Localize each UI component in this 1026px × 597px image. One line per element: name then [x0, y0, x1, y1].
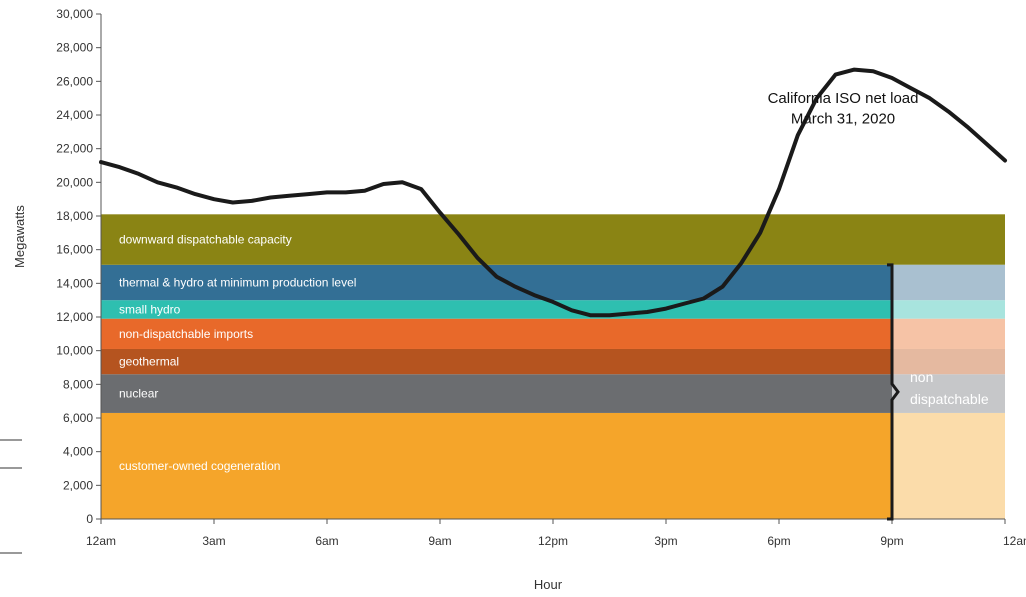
band-light-thermal-hydro-at-minimum-production-level [892, 264, 1005, 301]
y-tick-label: 10,000 [56, 344, 93, 358]
y-tick-label: 6,000 [63, 411, 93, 425]
x-tick-label: 6am [315, 534, 338, 548]
left-margin-marks [0, 439, 22, 554]
band-label-small-hydro: small hydro [119, 302, 181, 316]
band-label-thermal-hydro-at-minimum-production-level: thermal & hydro at minimum production le… [119, 275, 356, 289]
net-load-annotation-title: California ISO net load [768, 90, 919, 107]
y-tick-label: 14,000 [56, 276, 93, 290]
band-light-small-hydro [892, 300, 1005, 319]
band-light-customer-owned-cogeneration [892, 412, 1005, 519]
x-tick-label: 12pm [538, 534, 568, 548]
non-dispatchable-label-line-2: dispatchable [910, 391, 989, 407]
y-tick-label: 30,000 [56, 7, 93, 21]
band-nuclear [101, 374, 892, 413]
x-tick-label: 9am [428, 534, 451, 548]
band-small-hydro [101, 300, 892, 319]
non-dispatchable-bracket [887, 263, 900, 521]
x-tick-label: 12am [1003, 534, 1026, 548]
band-light-non-dispatchable-imports [892, 318, 1005, 349]
light-bands-layer [892, 264, 1005, 519]
band-light-geothermal [892, 348, 1005, 375]
band-labels-layer: customer-owned cogeneration nuclear geothe… [119, 233, 356, 473]
y-ticks-layer: 0 2,000 4,000 6,000 8,000 10,000 12,000 14,000 1… [56, 7, 101, 526]
x-axis-title: Hour [534, 577, 563, 592]
x-tick-label: 3am [202, 534, 225, 548]
y-axis-title: Megawatts [12, 205, 27, 268]
y-tick-label: 24,000 [56, 108, 93, 122]
y-tick-label: 12,000 [56, 310, 93, 324]
y-tick-label: 4,000 [63, 445, 93, 459]
y-tick-label: 20,000 [56, 175, 93, 189]
y-tick-label: 2,000 [63, 478, 93, 492]
non-dispatchable-label-line-1: non [910, 369, 933, 385]
net-load-annotation-date: March 31, 2020 [791, 110, 895, 127]
y-tick-label: 16,000 [56, 243, 93, 257]
band-label-downward-dispatchable-capacity: downward dispatchable capacity [119, 233, 292, 247]
y-tick-label: 0 [86, 512, 93, 526]
y-tick-label: 8,000 [63, 377, 93, 391]
band-customer-owned-cogeneration [101, 412, 892, 519]
y-tick-label: 28,000 [56, 41, 93, 55]
band-label-non-dispatchable-imports: non-dispatchable imports [119, 327, 253, 341]
band-geothermal [101, 348, 892, 375]
x-tick-label: 3pm [654, 534, 677, 548]
band-light-nuclear [892, 374, 1005, 413]
x-tick-label: 6pm [767, 534, 790, 548]
x-tick-label: 12am [86, 534, 116, 548]
x-ticks-layer: 12am 3am 6am 9am 12pm 3pm 6pm 9pm 12am [86, 519, 1026, 548]
y-tick-label: 18,000 [56, 209, 93, 223]
net-load-line [99, 67, 1007, 318]
band-label-geothermal: geothermal [119, 355, 179, 369]
band-thermal-hydro-at-minimum-production-level [101, 264, 892, 301]
y-tick-label: 26,000 [56, 74, 93, 88]
x-tick-label: 9pm [880, 534, 903, 548]
band-downward-dispatchable-capacity [101, 214, 1005, 265]
band-non-dispatchable-imports [101, 318, 892, 349]
band-label-customer-owned-cogeneration: customer-owned cogeneration [119, 459, 280, 473]
band-label-nuclear: nuclear [119, 387, 158, 401]
bands-layer [101, 214, 1005, 519]
y-tick-label: 22,000 [56, 142, 93, 156]
